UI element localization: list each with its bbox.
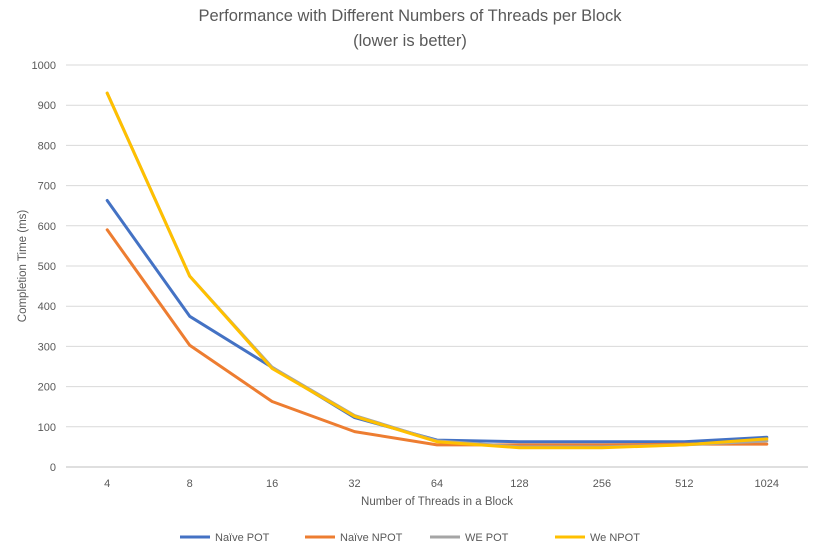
chart-title: Performance with Different Numbers of Th… [198, 7, 622, 25]
y-tick-label: 600 [38, 221, 56, 233]
x-tick-label: 8 [187, 478, 193, 490]
series-lines [105, 91, 769, 450]
x-tick-label: 256 [593, 478, 611, 490]
y-tick-label: 400 [38, 301, 56, 313]
y-tick-label: 700 [38, 181, 56, 193]
y-tick-label: 500 [38, 261, 56, 273]
y-tick-label: 900 [38, 100, 56, 112]
x-tick-label: 128 [510, 478, 528, 490]
x-tick-label: 32 [348, 478, 360, 490]
y-tick-label: 300 [38, 341, 56, 353]
legend-label: WE POT [465, 532, 509, 544]
y-tick-label: 800 [38, 140, 56, 152]
y-tick-label: 100 [38, 422, 56, 434]
legend-label: Naïve NPOT [340, 532, 403, 544]
x-tick-label: 16 [266, 478, 278, 490]
y-tick-label: 200 [38, 382, 56, 394]
chart-subtitle: (lower is better) [353, 32, 467, 50]
y-tick-label: 0 [50, 462, 56, 474]
y-axis-ticks: 0 100 200 300 400 500 600 700 800 900 1000 [32, 60, 56, 474]
x-tick-label: 512 [675, 478, 693, 490]
y-axis-title: Completion Time (ms) [17, 210, 29, 323]
legend-label: Naïve POT [215, 532, 270, 544]
gridlines [66, 64, 808, 468]
legend-label: We NPOT [590, 532, 640, 544]
series-line-we-pot [105, 91, 769, 449]
x-tick-label: 4 [104, 478, 110, 490]
x-tick-label: 1024 [755, 478, 779, 490]
series-line-na-ve-pot [105, 199, 769, 444]
legend: Naïve POT Naïve NPOT WE POT We NPOT [180, 532, 640, 544]
x-axis-ticks: 4 8 16 32 64 128 256 512 1024 [104, 478, 779, 490]
x-axis-title: Number of Threads in a Block [361, 496, 513, 508]
x-tick-label: 64 [431, 478, 443, 490]
series-line-na-ve-npot [105, 228, 769, 447]
series-line-we-npot [105, 91, 769, 450]
y-tick-label: 1000 [32, 60, 56, 72]
